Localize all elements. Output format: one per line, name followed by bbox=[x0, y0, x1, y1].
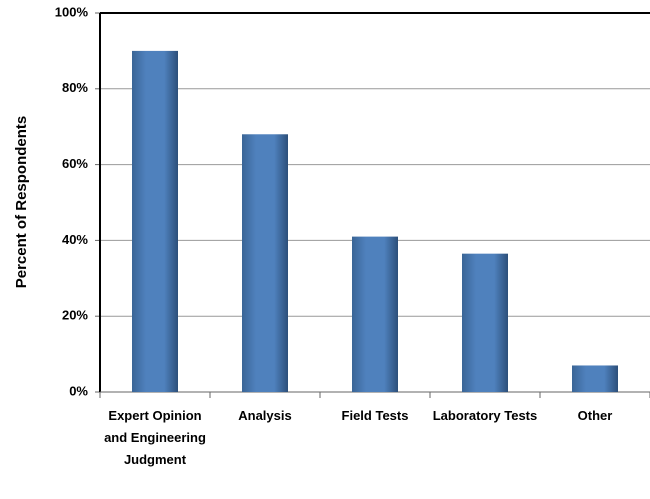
bar bbox=[132, 50, 178, 393]
y-tick-label: 0% bbox=[69, 383, 88, 398]
bar bbox=[462, 253, 508, 392]
y-tick-label: 100% bbox=[55, 4, 89, 19]
x-tick-label: Expert Opinion and Engineering Judgment bbox=[104, 408, 206, 467]
x-tick-label: Field Tests bbox=[341, 408, 409, 423]
bar bbox=[242, 134, 288, 392]
bar bbox=[352, 236, 398, 392]
y-tick-label: 20% bbox=[62, 308, 88, 323]
y-tick-label: 80% bbox=[62, 80, 88, 95]
y-axis-label: Percent of Respondents bbox=[13, 116, 30, 289]
y-tick-label: 60% bbox=[62, 156, 88, 171]
y-tick-label: 40% bbox=[62, 232, 88, 247]
x-tick-label: Laboratory Tests bbox=[432, 408, 538, 423]
x-tick-label: Other bbox=[577, 408, 613, 423]
bar bbox=[572, 365, 618, 392]
x-tick-label: Analysis bbox=[238, 408, 292, 423]
